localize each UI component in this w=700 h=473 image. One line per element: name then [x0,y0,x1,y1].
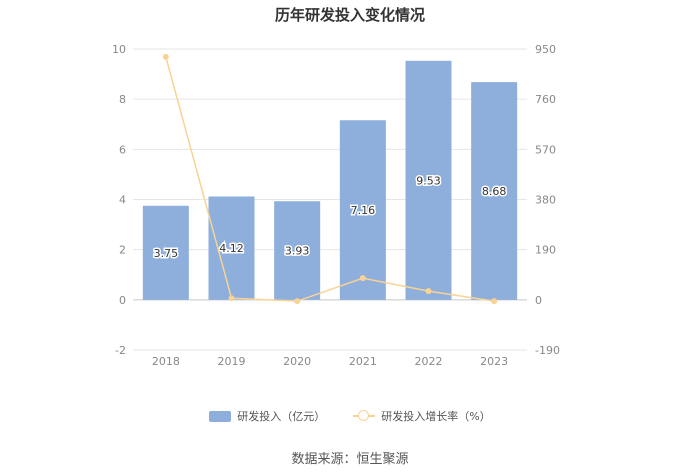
chart-legend: 研发投入（亿元） 研发投入增长率（%） [0,408,700,424]
legend-bar-swatch [209,410,232,422]
bar-data-label: 3.93 [285,245,310,258]
line-point [162,53,169,60]
y-right-tick-label: 380 [535,194,556,207]
bar-data-label: 9.53 [416,174,441,187]
y-left-tick-label: -2 [115,344,126,357]
line-point [425,288,432,295]
y-right-tick-label: 760 [535,93,556,106]
legend-label-line: 研发投入增长率（%） [381,410,491,423]
bar [274,201,321,300]
data-source: 数据来源：恒生聚源 [291,452,409,467]
legend-item-line[interactable]: 研发投入增长率（%） [353,408,491,424]
y-left-tick-label: 2 [119,244,126,257]
y-left-tick-label: 8 [119,93,126,106]
x-tick-label: 2022 [415,355,443,368]
x-tick-label: 2023 [480,355,508,368]
legend-item-bar[interactable]: 研发投入（亿元） [209,408,325,424]
y-left-tick-label: 0 [119,294,126,307]
y-right-tick-label: 190 [535,244,556,257]
y-right-tick-label: -190 [535,344,560,357]
y-left-tick-label: 10 [112,43,126,56]
bar [339,120,386,300]
y-right-tick-label: 950 [535,43,556,56]
bar [208,196,255,300]
y-left-tick-label: 4 [119,194,126,207]
bar [142,205,189,300]
bar [471,82,518,300]
bar-data-label: 7.16 [351,204,376,217]
line-point [359,275,366,282]
y-left-tick-label: 6 [119,143,126,156]
y-right-tick-label: 0 [535,294,542,307]
x-tick-label: 2019 [218,355,246,368]
bar-data-label: 3.75 [154,247,179,260]
y-right-tick-label: 570 [535,143,556,156]
line-point [294,298,301,305]
growth-rate-line [165,56,495,302]
legend-line-swatch [353,410,376,422]
line-point [228,295,235,302]
x-tick-label: 2021 [349,355,377,368]
x-tick-label: 2018 [152,355,180,368]
line-point [491,298,498,305]
bar [405,60,452,300]
bar-data-label: 4.12 [219,242,244,255]
chart-title: 历年研发投入变化情况 [274,6,425,24]
x-tick-label: 2020 [283,355,311,368]
chart-canvas: -2 -190 0 0 2 190 4 380 6 570 8 760 10 950 3.75 2018 4.1… [112,43,560,368]
legend-label-bar: 研发投入（亿元） [237,410,326,423]
bar-data-label: 8.68 [482,185,507,198]
